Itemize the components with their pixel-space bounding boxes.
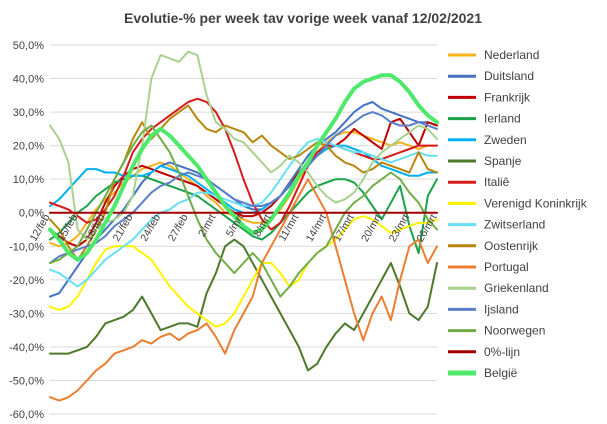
x-tick-label: 14/mrt <box>304 212 329 244</box>
series-line-griekenland <box>49 50 438 241</box>
y-tick-label: 40,0% <box>13 74 44 86</box>
legend-label-duitsland: Duitsland <box>484 69 534 83</box>
x-tick-label: 27/feb <box>166 212 191 243</box>
legend-label-zweden: Zweden <box>484 133 527 147</box>
legend-label-oostenrijk: Oostenrijk <box>484 239 539 253</box>
series-line-ijsland <box>49 111 438 264</box>
y-tick-label: 0,0% <box>19 208 44 220</box>
legend-label-ierland: Ierland <box>484 112 521 126</box>
y-tick-label: 10,0% <box>13 174 44 186</box>
series-line-frankrijk <box>49 117 438 248</box>
legend-label-belgie: België <box>484 366 518 380</box>
series-line-portugal <box>49 178 438 402</box>
series-line-noorwegen <box>49 124 438 298</box>
y-axis-ticks: 50,0% 40,0% 30,0% 20,0% 10,0% 0,0% -10,0% -20,0… <box>9 40 44 421</box>
y-tick-label: 50,0% <box>13 40 44 52</box>
x-tick-label: 17/mrt <box>331 212 356 244</box>
legend-label-zwitserland: Zwitserland <box>484 218 545 232</box>
series-line-nederland <box>49 131 438 248</box>
x-axis-ticks: 12/feb 15/feb 18/feb 21/feb 24/feb 27/feb 2/mr… <box>28 212 440 244</box>
series-line-verenigd-koninkrijk <box>49 215 438 328</box>
y-tick-label: -20,0% <box>9 275 44 287</box>
y-tick-label: -40,0% <box>9 342 44 354</box>
series-line-italie <box>49 97 438 231</box>
y-tick-label: 20,0% <box>13 141 44 153</box>
series-line-spanje <box>49 238 438 372</box>
legend-label-0-lijn: 0%-lijn <box>484 345 520 359</box>
legend-label-portugal: Portugal <box>484 260 529 274</box>
legend-label-griekenland: Griekenland <box>484 281 549 295</box>
chart-title: Evolutie-% per week tav vorige week vana… <box>124 10 482 26</box>
legend: Nederland Duitsland Frankrijk Ierland Zweden… <box>448 48 588 380</box>
legend-label-frankrijk: Frankrijk <box>484 90 531 104</box>
legend-label-spanje: Spanje <box>484 154 522 168</box>
y-tick-label: -10,0% <box>9 241 44 253</box>
y-tick-label: -60,0% <box>9 409 44 421</box>
legend-label-italie: Italiê <box>484 175 510 189</box>
x-tick-label: 2/mrt <box>196 212 218 239</box>
series-line-oostenrijk <box>49 104 438 261</box>
y-tick-label: -30,0% <box>9 308 44 320</box>
series-lines <box>48 50 439 402</box>
legend-label-verenigd-koninkrijk: Verenigd Koninkrijk <box>484 196 588 210</box>
x-tick-label: 23/mrt <box>387 212 412 244</box>
legend-label-ijsland: Ijsland <box>484 302 519 316</box>
y-tick-label: 30,0% <box>13 107 44 119</box>
y-tick-label: -50,0% <box>9 375 44 387</box>
series-line-zwitserland <box>49 137 438 288</box>
legend-label-nederland: Nederland <box>484 48 539 62</box>
x-tick-label: 24/feb <box>138 212 163 243</box>
series-line-belgie <box>48 73 439 262</box>
legend-label-noorwegen: Noorwegen <box>484 324 545 338</box>
